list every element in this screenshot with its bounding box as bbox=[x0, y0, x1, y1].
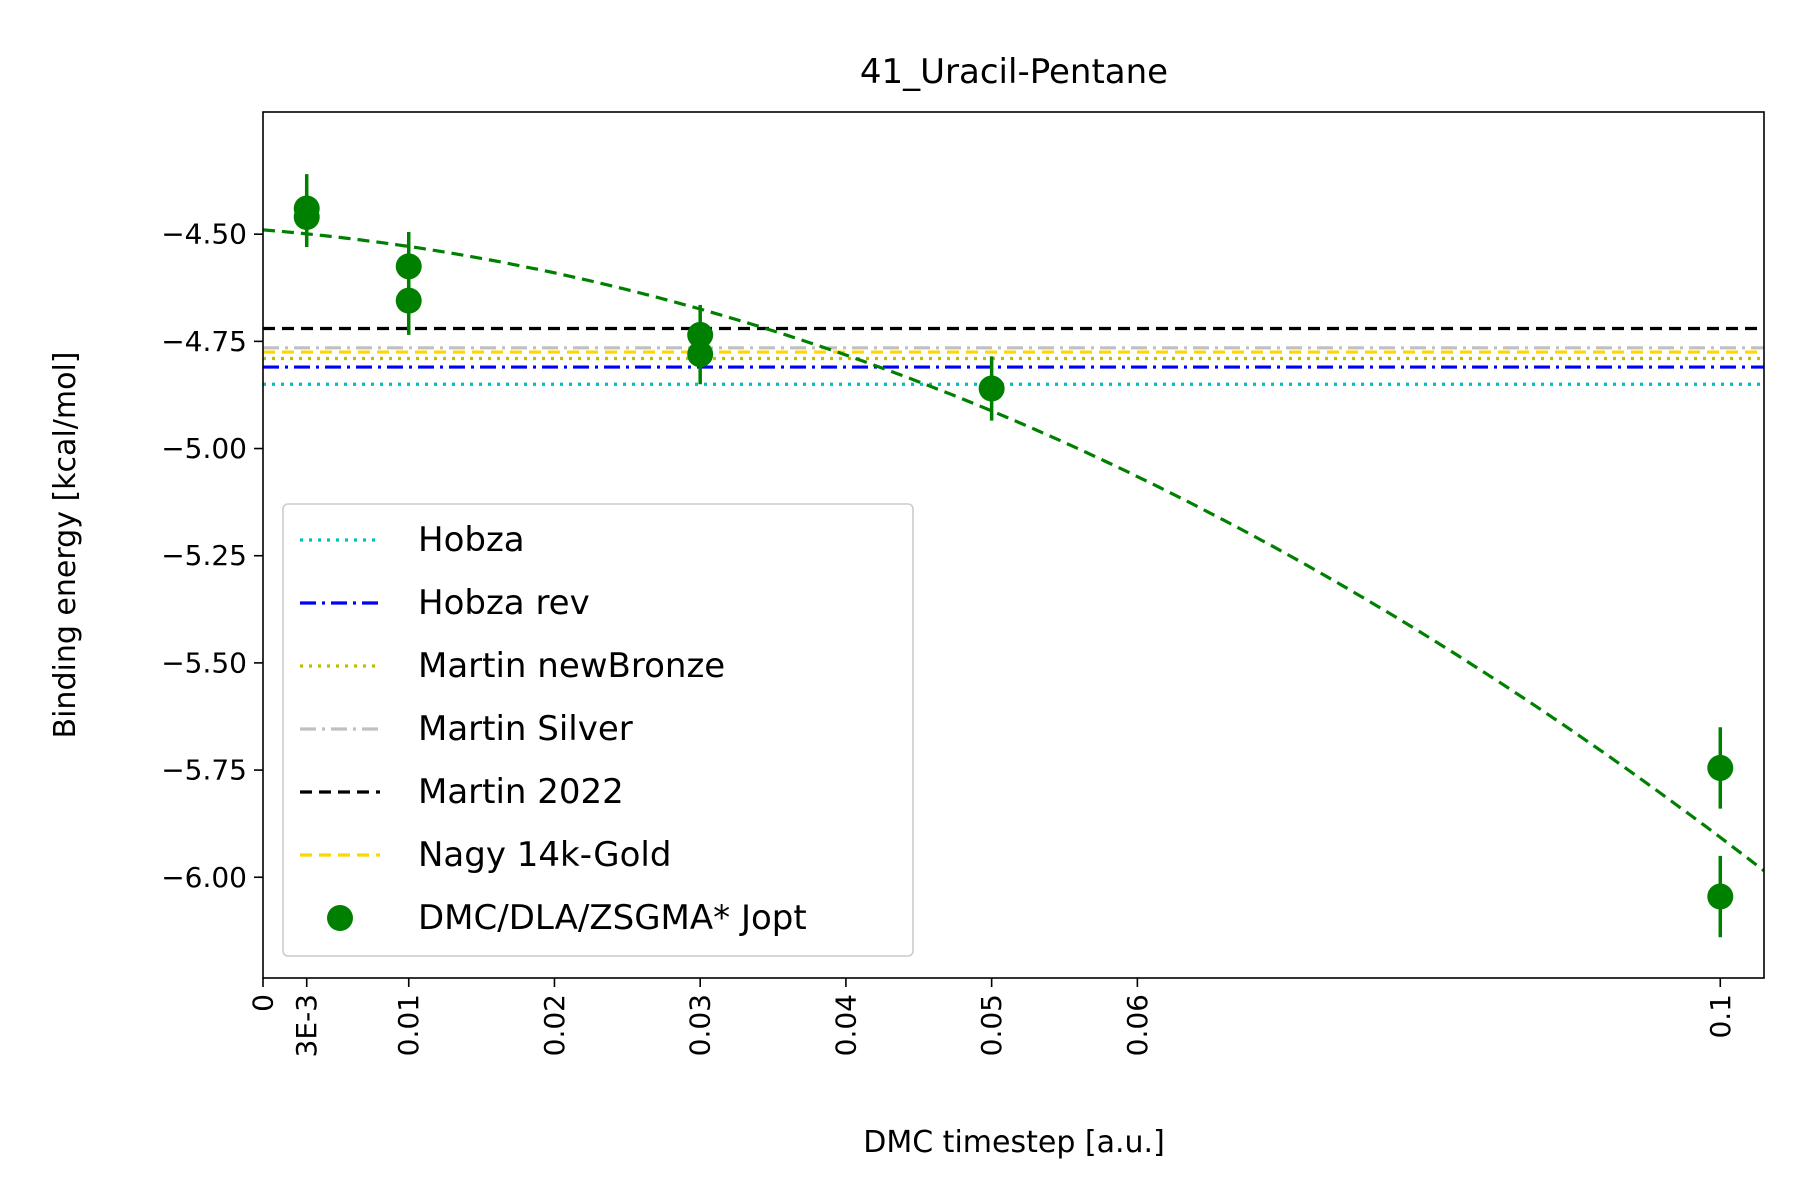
x-tick-label: 0.04 bbox=[829, 994, 862, 1056]
y-axis-label: Binding energy [kcal/mol] bbox=[48, 352, 83, 739]
y-tick-label: −5.25 bbox=[161, 539, 247, 572]
y-tick-label: −5.50 bbox=[161, 646, 247, 679]
fit-curve-group bbox=[263, 228, 1764, 873]
x-axis-ticks: 0 3E-3 0.01 0.02 0.03 0.04 0.05 0.06 0.1 bbox=[247, 978, 1737, 1057]
legend-label-nagy-14k-gold: Nagy 14k-Gold bbox=[418, 835, 671, 875]
plot-area-frame bbox=[262, 111, 1765, 979]
chart-title: 41_Uracil-Pentane bbox=[860, 52, 1168, 92]
x-tick-label: 3E-3 bbox=[290, 994, 323, 1057]
x-axis-label: DMC timestep [a.u.] bbox=[863, 1125, 1165, 1160]
legend-label-martin-2022: Martin 2022 bbox=[418, 772, 624, 812]
data-points bbox=[293, 174, 1734, 938]
legend-label-hobza: Hobza bbox=[418, 520, 525, 560]
data-point bbox=[293, 204, 320, 231]
x-tick-label: 0.01 bbox=[392, 994, 425, 1056]
x-tick-label: 0.06 bbox=[1121, 994, 1154, 1056]
legend: Hobza Hobza rev Martin newBronze Martin Sil… bbox=[282, 503, 914, 957]
data-point bbox=[1707, 883, 1734, 910]
data-point bbox=[687, 341, 714, 368]
x-tick-label: 0 bbox=[247, 994, 280, 1012]
y-tick-label: −4.75 bbox=[161, 325, 247, 358]
x-tick-label: 0.05 bbox=[975, 994, 1008, 1056]
legend-label-martin-newbronze: Martin newBronze bbox=[418, 646, 725, 686]
x-tick-label: 0.1 bbox=[1704, 994, 1737, 1039]
y-tick-label: −5.00 bbox=[161, 432, 247, 465]
y-axis-ticks: −4.50 −4.75 −5.00 −5.25 −5.50 −5.75 −6.00 bbox=[161, 218, 263, 894]
legend-label-hobza-rev: Hobza rev bbox=[418, 583, 590, 623]
data-point bbox=[978, 375, 1005, 402]
data-point bbox=[395, 287, 422, 314]
x-tick-label: 0.03 bbox=[684, 994, 717, 1056]
legend-label-dmc-dla-zsgma-jopt: DMC/DLA/ZSGMA* Jopt bbox=[418, 898, 807, 938]
y-tick-label: −4.50 bbox=[161, 218, 247, 251]
fit-curve bbox=[263, 228, 1764, 873]
legend-label-martin-silver: Martin Silver bbox=[418, 709, 633, 749]
legend-swatch-dmc-dla-zsgma-jopt bbox=[327, 905, 353, 931]
x-tick-label: 0.02 bbox=[538, 994, 571, 1056]
y-tick-label: −6.00 bbox=[161, 861, 247, 894]
reference-lines bbox=[263, 326, 1764, 386]
y-tick-label: −5.75 bbox=[161, 754, 247, 787]
data-point bbox=[1707, 754, 1734, 781]
legend-frame bbox=[282, 503, 914, 957]
